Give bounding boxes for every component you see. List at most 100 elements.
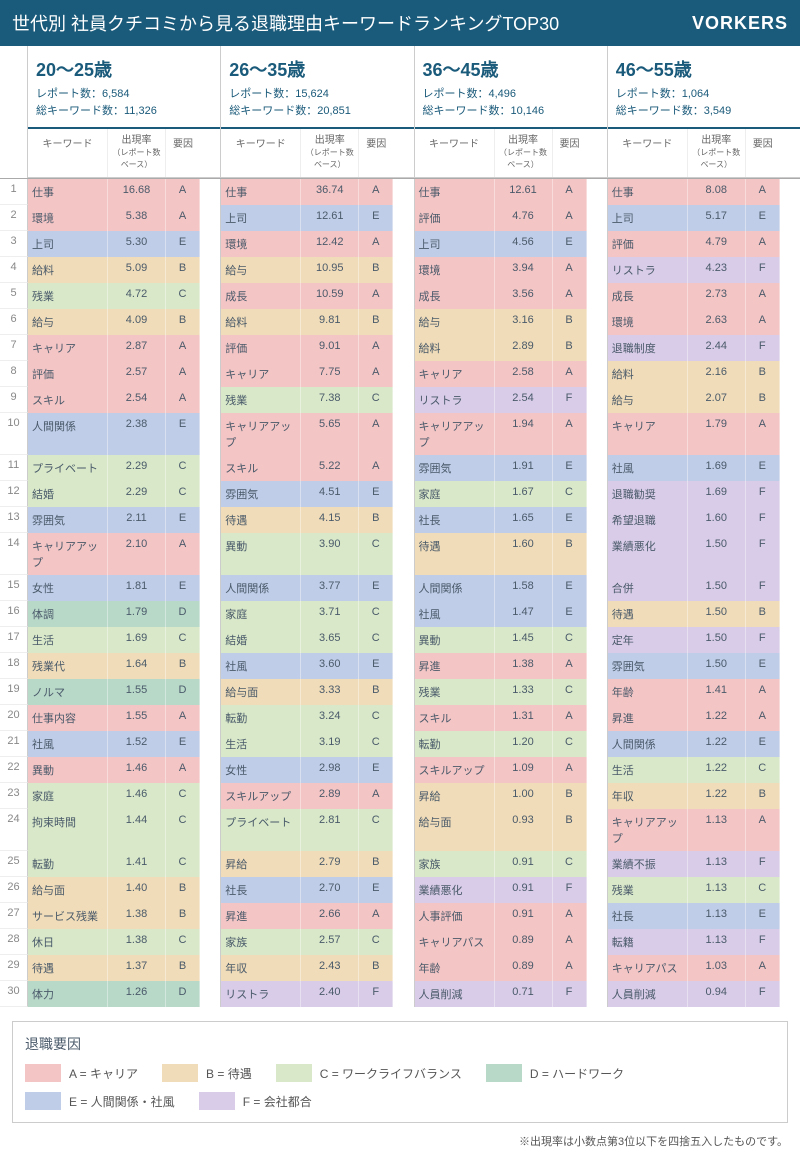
- factor-cell: A: [553, 205, 587, 231]
- keyword-cell: 生活: [28, 627, 108, 653]
- keyword-cell: 環境: [608, 309, 688, 335]
- rate-cell: 3.33: [301, 679, 359, 705]
- keyword-cell: 退職勧奨: [608, 481, 688, 507]
- cell-group: 希望退職 1.60 F: [608, 507, 800, 533]
- cell-group: 拘束時間 1.44 C: [28, 809, 221, 851]
- rate-cell: 1.37: [108, 955, 166, 981]
- keyword-cell: リストラ: [415, 387, 495, 413]
- rate-cell: 2.58: [495, 361, 553, 387]
- keyword-cell: 人間関係: [415, 575, 495, 601]
- keyword-cell: 雰囲気: [415, 455, 495, 481]
- keyword-cell: 家庭: [415, 481, 495, 507]
- keyword-cell: キャリア: [221, 361, 301, 387]
- keyword-cell: 成長: [415, 283, 495, 309]
- rate-cell: 1.22: [688, 731, 746, 757]
- rate-cell: 0.91: [495, 877, 553, 903]
- rate-cell: 0.93: [495, 809, 553, 851]
- rate-cell: 1.13: [688, 851, 746, 877]
- rate-cell: 1.50: [688, 533, 746, 575]
- factor-cell: C: [166, 481, 200, 507]
- cell-group: キャリアパス 1.03 A: [608, 955, 800, 981]
- keyword-cell: 合併: [608, 575, 688, 601]
- keyword-cell: キャリアパス: [608, 955, 688, 981]
- rate-cell: 1.41: [108, 851, 166, 877]
- factor-cell: B: [746, 783, 780, 809]
- legend-item: D = ハードワーク: [486, 1064, 624, 1082]
- keyword-cell: 希望退職: [608, 507, 688, 533]
- report-count: レポート数：4,496: [423, 86, 599, 103]
- keyword-cell: キャリアアップ: [415, 413, 495, 455]
- rate-cell: 8.08: [688, 179, 746, 205]
- rate-cell: 1.79: [688, 413, 746, 455]
- factor-cell: A: [166, 361, 200, 387]
- row-number: 9: [0, 387, 28, 413]
- factor-cell: A: [166, 179, 200, 205]
- cell-group: 社風 1.52 E: [28, 731, 221, 757]
- keyword-cell: 人員削減: [608, 981, 688, 1007]
- rate-cell: 5.30: [108, 231, 166, 257]
- factor-cell: C: [553, 627, 587, 653]
- rate-cell: 12.61: [301, 205, 359, 231]
- legend-swatch: [25, 1064, 61, 1082]
- rate-cell: 2.57: [108, 361, 166, 387]
- cell-group: 残業 1.33 C: [415, 679, 608, 705]
- factor-cell: B: [359, 851, 393, 877]
- keyword-cell: 転勤: [221, 705, 301, 731]
- factor-cell: A: [746, 955, 780, 981]
- row-number: 23: [0, 783, 28, 809]
- keyword-cell: リストラ: [608, 257, 688, 283]
- factor-cell: C: [166, 809, 200, 851]
- row-number: 29: [0, 955, 28, 981]
- age-range: 20〜25歳: [36, 56, 212, 82]
- factor-cell: A: [553, 361, 587, 387]
- factor-cell: E: [553, 231, 587, 257]
- cell-group: キャリア 1.79 A: [608, 413, 800, 455]
- cell-group: 環境 5.38 A: [28, 205, 221, 231]
- keyword-cell: 転勤: [28, 851, 108, 877]
- factor-cell: C: [553, 679, 587, 705]
- cell-group: キャリアアップ 1.13 A: [608, 809, 800, 851]
- table-row: 13 雰囲気 2.11 E 待遇 4.15 B 社長 1.65 E 希望退職 1…: [0, 507, 800, 533]
- keyword-cell: 転籍: [608, 929, 688, 955]
- cell-group: 業績不振 1.13 F: [608, 851, 800, 877]
- cell-group: 給与 10.95 B: [221, 257, 414, 283]
- group-header: 26〜35歳 レポート数：15,624 総キーワード数：20,851: [221, 46, 413, 129]
- keyword-cell: 仕事: [608, 179, 688, 205]
- cell-group: 退職制度 2.44 F: [608, 335, 800, 361]
- row-number: 7: [0, 335, 28, 361]
- keyword-cell: プライベート: [221, 809, 301, 851]
- keyword-cell: 評価: [28, 361, 108, 387]
- report-count: レポート数：1,064: [616, 86, 792, 103]
- rate-cell: 1.38: [495, 653, 553, 679]
- cell-group: 成長 3.56 A: [415, 283, 608, 309]
- cell-group: 異動 1.45 C: [415, 627, 608, 653]
- keyword-cell: 年齢: [415, 955, 495, 981]
- factor-cell: F: [746, 335, 780, 361]
- cell-group: 残業 4.72 C: [28, 283, 221, 309]
- rate-cell: 7.38: [301, 387, 359, 413]
- rate-cell: 12.42: [301, 231, 359, 257]
- table-row: 16 体調 1.79 D 家庭 3.71 C 社風 1.47 E 待遇 1.50…: [0, 601, 800, 627]
- rate-cell: 2.43: [301, 955, 359, 981]
- cell-group: リストラ 2.54 F: [415, 387, 608, 413]
- cell-group: 社風 1.47 E: [415, 601, 608, 627]
- factor-cell: A: [359, 903, 393, 929]
- rate-cell: 1.13: [688, 877, 746, 903]
- cell-group: 待遇 1.60 B: [415, 533, 608, 575]
- rate-cell: 1.09: [495, 757, 553, 783]
- rate-cell: 3.77: [301, 575, 359, 601]
- factor-cell: C: [359, 387, 393, 413]
- factor-cell: A: [553, 653, 587, 679]
- cell-group: 残業 7.38 C: [221, 387, 414, 413]
- rate-cell: 12.61: [495, 179, 553, 205]
- cell-group: 社長 1.13 E: [608, 903, 800, 929]
- table-row: 6 給与 4.09 B 給料 9.81 B 給与 3.16 B 環境 2.63 …: [0, 309, 800, 335]
- factor-cell: F: [553, 877, 587, 903]
- factor-cell: A: [359, 361, 393, 387]
- cell-group: 退職勧奨 1.69 F: [608, 481, 800, 507]
- table-row: 26 給与面 1.40 B 社長 2.70 E 業績悪化 0.91 F 残業 1…: [0, 877, 800, 903]
- factor-cell: A: [359, 179, 393, 205]
- rate-cell: 1.41: [688, 679, 746, 705]
- rate-cell: 4.23: [688, 257, 746, 283]
- rate-cell: 10.95: [301, 257, 359, 283]
